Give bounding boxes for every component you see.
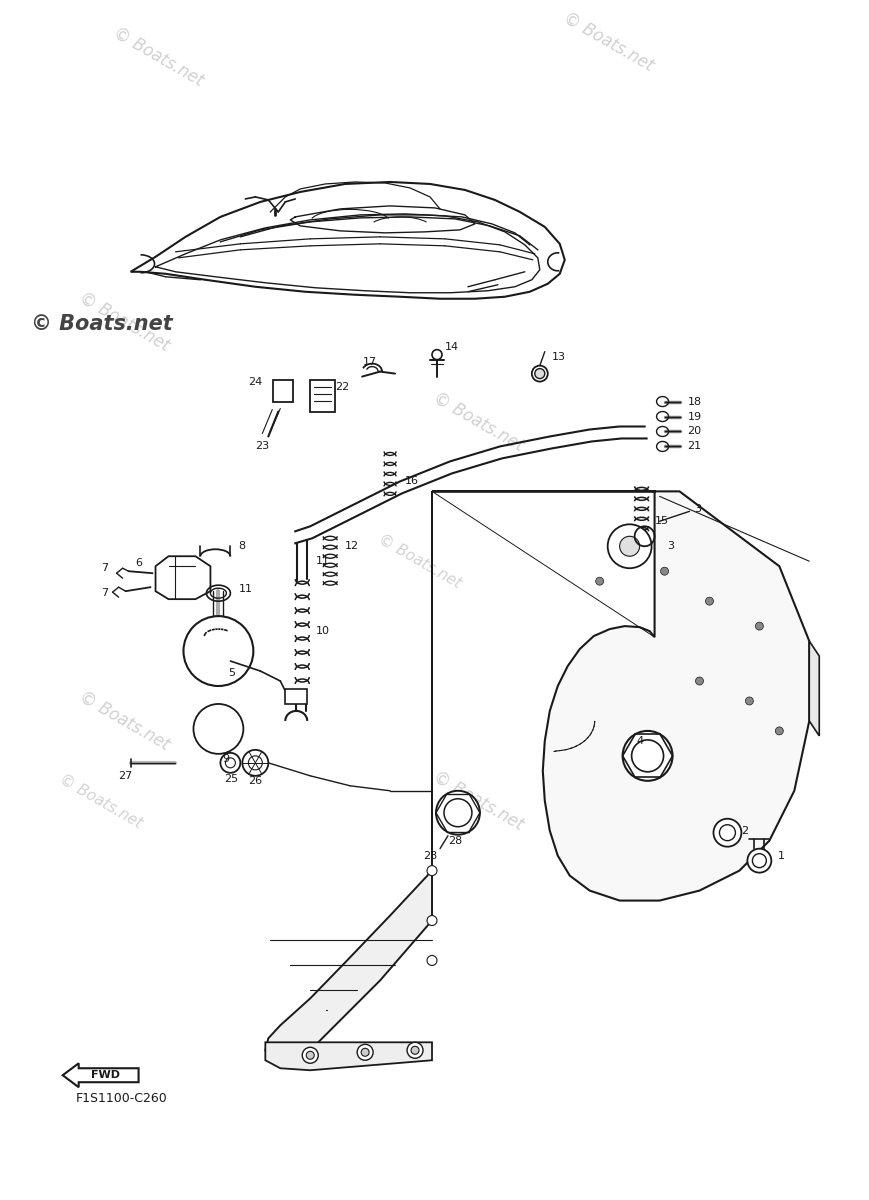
Text: © Boats.net: © Boats.net	[76, 688, 172, 754]
Text: 8: 8	[238, 541, 246, 551]
Circle shape	[407, 1043, 423, 1058]
Text: 22: 22	[335, 382, 349, 391]
Text: 19: 19	[687, 412, 701, 421]
Circle shape	[747, 848, 772, 872]
Text: 3: 3	[667, 541, 674, 551]
Text: 7: 7	[101, 588, 108, 598]
Circle shape	[242, 750, 269, 776]
Text: F1S1100-C260: F1S1100-C260	[76, 1092, 168, 1105]
Text: © Boats.net: © Boats.net	[30, 313, 173, 334]
Circle shape	[194, 704, 243, 754]
Text: 5: 5	[229, 668, 235, 678]
Text: 1: 1	[778, 851, 785, 860]
Text: © Boats.net: © Boats.net	[110, 24, 208, 90]
Text: 21: 21	[687, 442, 701, 451]
Text: 6: 6	[136, 558, 143, 569]
Text: 10: 10	[316, 626, 330, 636]
Circle shape	[746, 697, 753, 704]
Text: FWD: FWD	[91, 1070, 120, 1080]
Polygon shape	[809, 641, 819, 736]
Text: 23: 23	[255, 442, 269, 451]
Circle shape	[595, 577, 604, 586]
Circle shape	[221, 752, 241, 773]
Text: 12: 12	[345, 541, 359, 551]
Circle shape	[607, 524, 652, 569]
Circle shape	[532, 366, 547, 382]
Circle shape	[436, 791, 480, 835]
Circle shape	[432, 349, 442, 360]
Polygon shape	[432, 491, 809, 900]
Text: 15: 15	[654, 516, 668, 527]
Bar	[310, 379, 335, 412]
Circle shape	[755, 622, 763, 630]
Text: 25: 25	[224, 774, 238, 784]
Circle shape	[225, 758, 235, 768]
Polygon shape	[63, 1063, 138, 1087]
Text: © Boats.net: © Boats.net	[430, 389, 527, 455]
Text: 27: 27	[118, 770, 133, 781]
Circle shape	[362, 1049, 369, 1056]
Text: 13: 13	[552, 352, 566, 361]
Polygon shape	[265, 1043, 432, 1070]
Text: 14: 14	[445, 342, 459, 352]
Text: 26: 26	[249, 776, 262, 786]
Text: 17: 17	[363, 356, 377, 367]
Text: 20: 20	[687, 426, 701, 437]
Polygon shape	[265, 491, 432, 1066]
Polygon shape	[130, 182, 565, 299]
Circle shape	[249, 756, 262, 770]
Text: 4: 4	[636, 736, 643, 746]
Circle shape	[357, 1044, 373, 1061]
Bar	[274, 379, 293, 402]
Circle shape	[720, 824, 735, 841]
Circle shape	[775, 727, 783, 734]
Bar	[285, 689, 308, 704]
Polygon shape	[156, 557, 210, 599]
Circle shape	[427, 916, 437, 925]
Circle shape	[411, 1046, 419, 1055]
Text: 28: 28	[423, 851, 437, 860]
Circle shape	[183, 616, 254, 686]
Circle shape	[427, 865, 437, 876]
Text: 28: 28	[448, 835, 462, 846]
Circle shape	[660, 568, 668, 575]
Circle shape	[534, 368, 545, 378]
Circle shape	[706, 598, 713, 605]
Circle shape	[753, 853, 766, 868]
Text: 24: 24	[249, 377, 262, 386]
Text: 7: 7	[101, 563, 108, 574]
Text: © Boats.net: © Boats.net	[56, 770, 145, 830]
Text: 9: 9	[222, 754, 229, 764]
Text: © Boats.net: © Boats.net	[76, 288, 172, 355]
Text: 18: 18	[687, 396, 701, 407]
Text: © Boats.net: © Boats.net	[376, 532, 464, 592]
Circle shape	[695, 677, 704, 685]
Text: 11: 11	[238, 584, 252, 594]
Text: 11: 11	[316, 557, 330, 566]
Text: 2: 2	[741, 826, 748, 835]
Text: 16: 16	[405, 476, 419, 486]
Circle shape	[302, 1048, 318, 1063]
Circle shape	[427, 955, 437, 966]
Text: © Boats.net: © Boats.net	[560, 10, 656, 76]
Circle shape	[620, 536, 640, 557]
Circle shape	[622, 731, 673, 781]
Circle shape	[444, 799, 472, 827]
Circle shape	[632, 740, 664, 772]
Circle shape	[306, 1051, 315, 1060]
Text: 3: 3	[694, 504, 701, 515]
Circle shape	[713, 818, 741, 847]
Text: © Boats.net: © Boats.net	[430, 768, 527, 834]
